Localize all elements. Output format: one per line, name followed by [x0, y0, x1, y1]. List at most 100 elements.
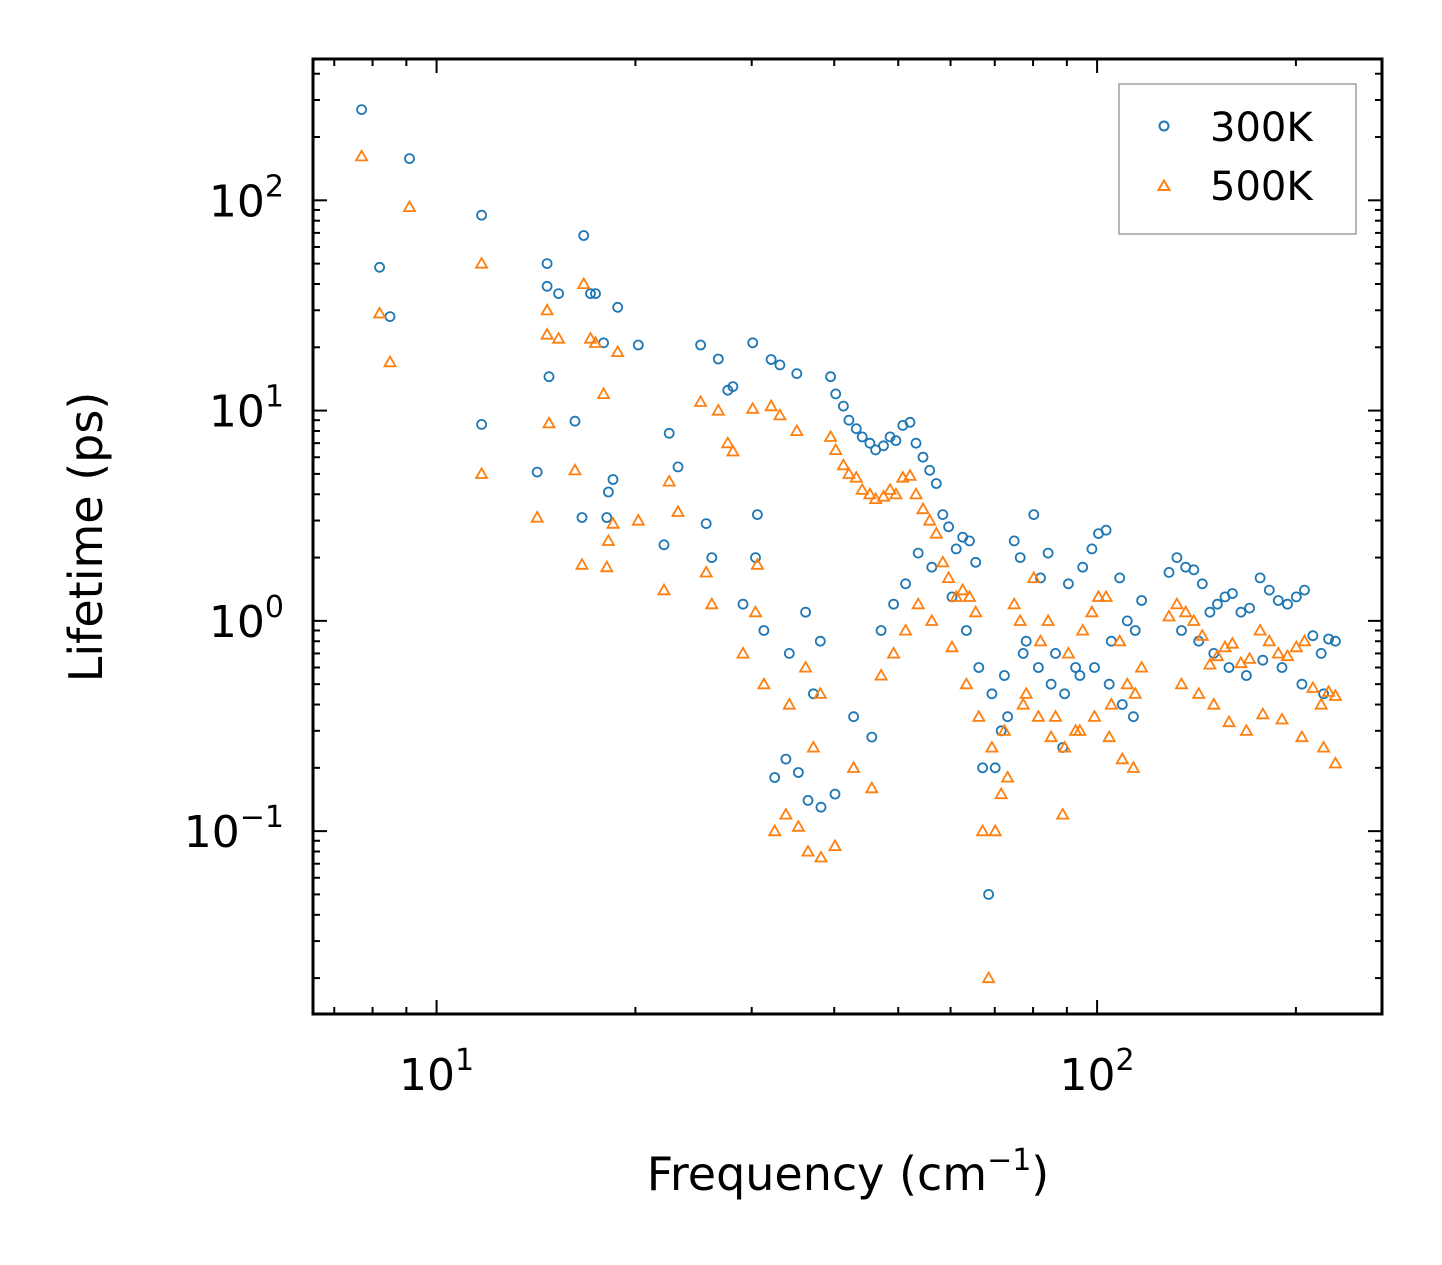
point-300k-57	[917, 451, 929, 463]
point-500k-103	[1271, 646, 1286, 659]
point-500k-78	[1055, 807, 1070, 820]
point-300k-25	[695, 339, 706, 351]
point-500k-27	[704, 596, 719, 610]
point-500k-20	[610, 344, 625, 358]
point-500k-0	[354, 148, 369, 162]
legend-label-300k: 300K	[1210, 105, 1314, 151]
point-300k-30	[727, 381, 739, 393]
point-300k-119	[875, 625, 887, 636]
point-300k-68	[989, 762, 1001, 774]
point-500k-143	[1255, 706, 1270, 720]
point-300k-37	[774, 359, 786, 371]
point-500k-115	[778, 807, 793, 820]
point-300k-53	[890, 435, 902, 447]
point-500k-129	[1016, 697, 1031, 710]
point-300k-96	[1212, 598, 1223, 610]
point-500k-72	[1013, 613, 1028, 626]
point-500k-48	[855, 482, 870, 495]
x-axis-label-main: Frequency (cm	[647, 1147, 987, 1201]
point-500k-28	[711, 403, 726, 416]
point-500k-30	[725, 443, 740, 457]
point-300k-23	[663, 427, 675, 439]
point-500k-56	[908, 486, 924, 500]
point-500k-86	[1112, 633, 1127, 647]
point-500k-71	[1007, 596, 1022, 610]
point-500k-57	[915, 501, 931, 515]
point-300k-64	[964, 535, 975, 547]
point-300k-130	[1033, 662, 1044, 673]
point-300k-42	[814, 635, 826, 647]
point-500k-117	[846, 760, 861, 773]
point-500k-49	[862, 486, 877, 500]
point-500k-8	[540, 302, 555, 316]
point-300k-9	[543, 371, 555, 383]
point-500k-59	[929, 526, 944, 539]
point-300k-127	[986, 688, 998, 700]
point-300k-24	[672, 461, 684, 473]
point-300k-87	[1121, 615, 1133, 627]
point-300k-21	[632, 339, 644, 351]
y-tick-label-3: 102	[209, 169, 284, 227]
point-300k-0	[356, 104, 368, 115]
point-300k-103	[1272, 595, 1284, 606]
point-500k-100	[1242, 651, 1257, 664]
point-500k-138	[1174, 676, 1189, 690]
point-300k-135	[1103, 678, 1115, 690]
point-500k-33	[748, 604, 763, 618]
point-500k-61	[941, 570, 956, 583]
point-500k-19	[605, 516, 621, 529]
point-500k-118	[864, 780, 879, 794]
legend-label-500k: 500K	[1210, 164, 1314, 210]
point-300k-5	[476, 418, 488, 430]
point-500k-140	[1206, 697, 1221, 710]
point-500k-113	[827, 838, 843, 851]
x-tick-label-0: 101	[399, 1043, 474, 1101]
point-300k-28	[712, 353, 724, 365]
point-500k-35	[756, 676, 771, 690]
point-300k-121	[900, 578, 911, 590]
point-500k-47	[849, 470, 864, 483]
point-300k-137	[1128, 711, 1139, 723]
point-300k-17	[603, 486, 614, 498]
y-tick-label-1: 100	[209, 590, 284, 648]
point-500k-13	[574, 557, 590, 570]
point-300k-65	[970, 556, 982, 568]
point-500k-131	[1044, 729, 1059, 743]
point-500k-135	[1102, 729, 1117, 743]
point-500k-16	[596, 386, 611, 400]
point-500k-69	[994, 786, 1009, 800]
point-300k-95	[1204, 606, 1216, 618]
point-300k-117	[848, 711, 859, 723]
point-300k-44	[830, 388, 842, 400]
point-500k-105	[1289, 639, 1304, 653]
point-300k-18	[601, 512, 613, 523]
point-500k-132	[1057, 740, 1072, 753]
point-500k-111	[800, 844, 816, 857]
point-500k-36	[764, 398, 779, 412]
point-500k-147	[1328, 756, 1343, 769]
point-300k-60	[937, 509, 949, 520]
point-500k-110	[1328, 688, 1343, 701]
point-500k-125	[959, 676, 974, 690]
point-300k-59	[930, 478, 942, 489]
point-500k-87	[1120, 676, 1135, 690]
point-500k-21	[631, 513, 646, 526]
legend-box	[1118, 83, 1357, 235]
point-300k-131	[1045, 678, 1057, 690]
point-500k-41	[806, 740, 821, 753]
point-300k-93	[1188, 564, 1200, 576]
point-300k-132	[1059, 688, 1070, 700]
point-300k-22	[658, 539, 670, 551]
point-300k-26	[700, 518, 712, 529]
point-300k-32	[747, 337, 759, 349]
point-500k-79	[1061, 646, 1076, 659]
point-300k-71	[1008, 535, 1020, 547]
point-500k-31	[735, 646, 751, 659]
point-300k-40	[800, 606, 811, 618]
point-300k-134	[1089, 662, 1100, 673]
point-300k-106	[1299, 584, 1310, 596]
point-500k-93	[1186, 613, 1201, 626]
point-300k-138	[1176, 625, 1187, 636]
point-300k-46	[843, 414, 855, 426]
point-300k-34	[752, 509, 763, 520]
